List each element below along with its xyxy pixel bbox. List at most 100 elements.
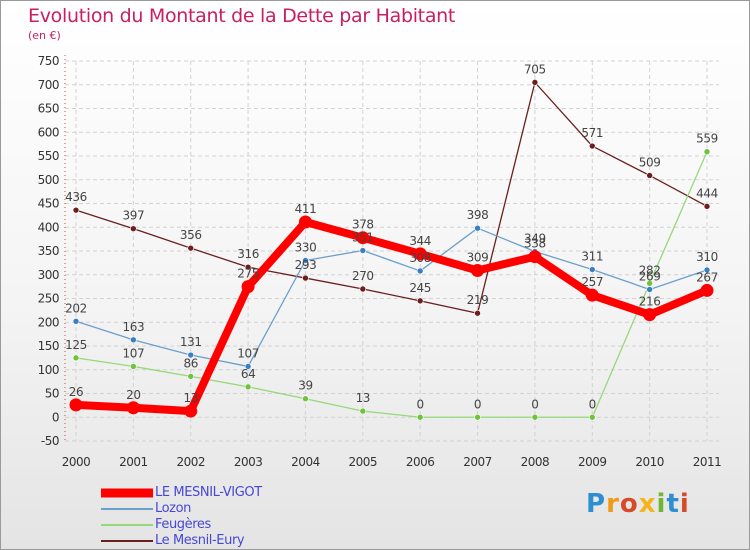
y-tick-label: 100 xyxy=(38,363,59,377)
data-point-feugeres xyxy=(359,407,367,415)
data-point-lozon xyxy=(72,317,80,325)
x-tick-label: 2004 xyxy=(291,455,320,469)
data-label: 13 xyxy=(183,391,197,405)
data-point-lozon xyxy=(359,247,367,254)
data-label: 310 xyxy=(696,250,718,264)
data-point-le-mesnil-vigot xyxy=(528,250,542,264)
data-point-feugeres xyxy=(474,413,481,421)
data-label: 282 xyxy=(639,263,661,277)
data-label: 356 xyxy=(180,228,202,242)
data-label: 219 xyxy=(467,293,489,307)
x-tick-label: 2000 xyxy=(62,455,91,469)
data-point-feugeres xyxy=(302,395,309,403)
data-label: 0 xyxy=(474,397,481,411)
x-tick-label: 2010 xyxy=(635,455,664,469)
x-tick-label: 2003 xyxy=(234,455,263,469)
data-label: 26 xyxy=(69,385,83,399)
data-point-feugeres xyxy=(531,413,539,421)
legend-label: Le Mesnil-Eury xyxy=(155,533,245,548)
data-point-le-mesnil-eury xyxy=(302,274,309,282)
data-label: 411 xyxy=(295,202,317,216)
data-point-lozon xyxy=(474,224,481,232)
data-label: 351 xyxy=(352,231,374,245)
data-label: 107 xyxy=(123,346,145,360)
data-point-le-mesnil-eury xyxy=(359,285,367,293)
data-label: 330 xyxy=(295,241,317,255)
data-point-lozon xyxy=(244,363,252,370)
legend-label: LE MESNIL-VIGOT xyxy=(155,485,262,500)
data-point-lozon xyxy=(588,266,596,273)
data-label: 131 xyxy=(180,335,202,349)
data-point-feugeres xyxy=(72,354,80,362)
data-point-le-mesnil-vigot xyxy=(69,398,83,412)
data-label: 86 xyxy=(183,356,197,370)
y-tick-label: 500 xyxy=(38,173,59,187)
y-tick-label: 150 xyxy=(38,339,59,353)
y-tick-label: 750 xyxy=(38,54,59,68)
data-label: 444 xyxy=(696,186,718,200)
y-tick-label: 550 xyxy=(38,149,59,163)
y-tick-label: 200 xyxy=(38,315,59,329)
data-point-lozon xyxy=(302,257,309,264)
data-label: 397 xyxy=(123,209,145,223)
x-tick-label: 2011 xyxy=(693,455,722,469)
data-point-feugeres xyxy=(703,148,711,156)
y-tick-label: 450 xyxy=(38,197,59,211)
data-label: 559 xyxy=(696,132,718,146)
x-tick-label: 2009 xyxy=(578,455,607,469)
data-label: 125 xyxy=(65,338,87,352)
data-label: 398 xyxy=(467,208,489,222)
data-point-le-mesnil-eury xyxy=(244,263,252,271)
data-point-le-mesnil-eury xyxy=(588,142,596,150)
data-point-le-mesnil-vigot xyxy=(241,280,255,294)
chart-title: Evolution du Montant de la Dette par Hab… xyxy=(28,5,456,27)
data-point-le-mesnil-vigot xyxy=(126,401,140,415)
y-tick-label: 650 xyxy=(38,102,59,116)
data-point-le-mesnil-vigot xyxy=(413,247,427,261)
x-tick-label: 2008 xyxy=(521,455,550,469)
data-point-le-mesnil-vigot xyxy=(643,308,657,322)
y-tick-label: 700 xyxy=(38,78,59,92)
data-label: 270 xyxy=(352,269,374,283)
series-line-feugeres xyxy=(75,151,708,418)
legend-swatch-feugeres xyxy=(101,524,153,526)
data-label: 245 xyxy=(409,281,431,295)
data-point-le-mesnil-eury xyxy=(474,309,481,317)
data-label: 13 xyxy=(356,391,370,405)
y-tick-label: 50 xyxy=(45,387,59,401)
data-label: 349 xyxy=(524,231,546,245)
data-label: 20 xyxy=(126,388,140,402)
data-point-le-mesnil-eury xyxy=(531,79,539,86)
data-point-le-mesnil-vigot xyxy=(700,283,714,297)
data-point-le-mesnil-vigot xyxy=(298,215,312,229)
data-point-lozon xyxy=(646,286,653,293)
data-point-le-mesnil-eury xyxy=(646,172,653,179)
y-tick-label: -50 xyxy=(41,434,59,448)
data-label: 163 xyxy=(123,320,145,334)
data-label: 0 xyxy=(531,397,538,411)
y-tick-label: 600 xyxy=(38,125,59,139)
data-label: 344 xyxy=(409,234,431,248)
y-tick-label: 300 xyxy=(38,268,59,282)
data-point-feugeres xyxy=(187,373,195,380)
data-label: 257 xyxy=(581,275,603,289)
data-label: 436 xyxy=(65,190,87,204)
data-point-le-mesnil-vigot xyxy=(585,288,599,302)
data-label: 571 xyxy=(581,126,603,140)
data-label: 309 xyxy=(467,250,489,264)
data-point-feugeres xyxy=(416,413,424,421)
data-label: 216 xyxy=(639,295,661,309)
data-point-le-mesnil-eury xyxy=(703,203,711,210)
data-label: 202 xyxy=(65,301,87,315)
y-tick-label: 0 xyxy=(52,410,59,424)
data-point-le-mesnil-vigot xyxy=(356,231,370,245)
series-line-le-mesnil-vigot xyxy=(72,218,711,416)
data-label: 267 xyxy=(696,270,718,284)
data-label: 275 xyxy=(237,267,259,281)
data-label: 107 xyxy=(237,346,259,360)
x-tick-label: 2005 xyxy=(349,455,378,469)
data-point-le-mesnil-vigot xyxy=(184,404,198,418)
legend-swatch-le-mesnil-vigot xyxy=(101,488,153,498)
data-point-feugeres xyxy=(588,413,596,421)
